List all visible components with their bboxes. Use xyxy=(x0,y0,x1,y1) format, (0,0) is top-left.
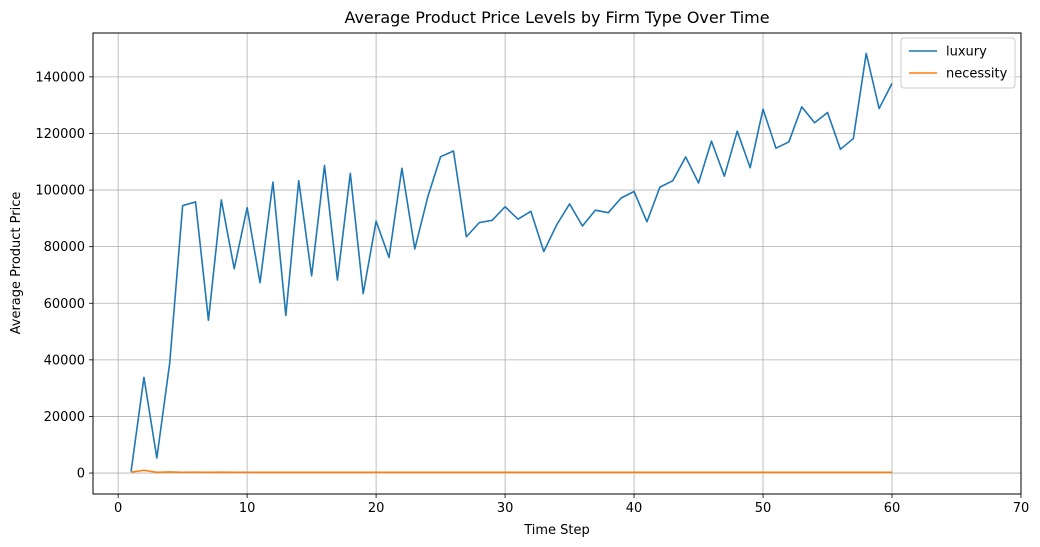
y-tick-label: 80000 xyxy=(44,240,85,255)
y-tick-label: 60000 xyxy=(44,297,85,312)
x-axis-title: Time Step xyxy=(523,523,590,538)
y-tick-label: 140000 xyxy=(35,70,85,85)
x-tick-label: 10 xyxy=(239,501,256,516)
legend-label-necessity: necessity xyxy=(946,67,1008,82)
y-tick-label: 100000 xyxy=(35,184,85,199)
legend-label-luxury: luxury xyxy=(946,45,987,60)
y-tick-label: 20000 xyxy=(44,410,85,425)
chart-title: Average Product Price Levels by Firm Typ… xyxy=(344,8,769,27)
series-line-necessity xyxy=(130,469,893,474)
x-tick-label: 50 xyxy=(755,501,772,516)
x-tick-label: 20 xyxy=(368,501,385,516)
y-axis-title: Average Product Price xyxy=(9,192,24,335)
series-layer xyxy=(130,52,893,474)
x-tick-label: 30 xyxy=(497,501,514,516)
y-tick-label: 0 xyxy=(77,467,85,482)
x-tick-label: 60 xyxy=(884,501,901,516)
x-tick-label: 70 xyxy=(1013,501,1030,516)
axis-ticks: 0 10 20 30 40 50 60 70 0 20000 40000 60000 80000 1000… xyxy=(35,70,1029,516)
x-tick-label: 0 xyxy=(114,501,122,516)
x-tick-label: 40 xyxy=(626,501,643,516)
series-line-luxury xyxy=(130,52,893,472)
y-tick-label: 40000 xyxy=(44,353,85,368)
legend: luxury necessity xyxy=(900,37,1016,89)
y-tick-label: 120000 xyxy=(35,127,85,142)
plot-area-frame xyxy=(92,32,1022,495)
